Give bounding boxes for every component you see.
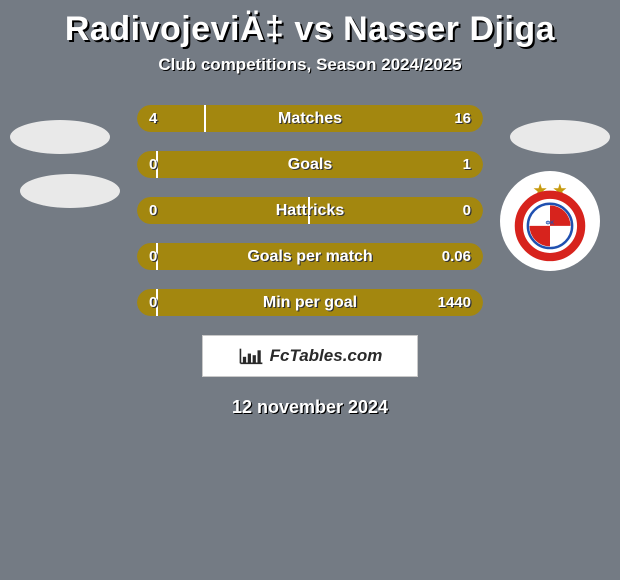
- left-emblem-2: [20, 174, 120, 208]
- stat-row: Goals0 1: [137, 151, 483, 178]
- stat-row: Hattricks0 0: [137, 197, 483, 224]
- stat-label: Min per goal: [137, 289, 483, 316]
- stat-value-left: 0: [149, 289, 157, 316]
- stat-value-right: 1: [463, 151, 471, 178]
- stat-row: Goals per match0 0.06: [137, 243, 483, 270]
- svg-text:ΦK: ΦK: [546, 220, 556, 226]
- stat-row: Matches4 16: [137, 105, 483, 132]
- brand-text: FcTables.com: [270, 346, 383, 366]
- stat-label: Goals per match: [137, 243, 483, 270]
- stats-chart: Matches416Goals01Hattricks00Goals per ma…: [137, 105, 483, 316]
- stat-value-right: 1440: [438, 289, 471, 316]
- page-subtitle: Club competitions, Season 2024/2025: [0, 55, 620, 75]
- left-emblem-1: [10, 120, 110, 154]
- club-badge: ΦK: [500, 171, 600, 271]
- stat-value-right: 16: [454, 105, 471, 132]
- bar-chart-icon: [238, 346, 264, 366]
- page-title: RadivojeviÄ‡ vs Nasser Djiga: [0, 10, 620, 49]
- stat-value-right: 0.06: [442, 243, 471, 270]
- stat-row: Min per goal0 1440: [137, 289, 483, 316]
- stat-value-left: 0: [149, 197, 157, 224]
- stat-value-right: 0: [463, 197, 471, 224]
- stat-value-left: 0: [149, 151, 157, 178]
- date-text: 12 november 2024: [0, 397, 620, 418]
- stat-value-left: 4: [149, 105, 157, 132]
- brand-box: FcTables.com: [202, 335, 418, 377]
- stat-value-left: 0: [149, 243, 157, 270]
- right-emblem-1: [510, 120, 610, 154]
- stat-label: Goals: [137, 151, 483, 178]
- stat-label: Matches: [137, 105, 483, 132]
- stat-label: Hattricks: [137, 197, 483, 224]
